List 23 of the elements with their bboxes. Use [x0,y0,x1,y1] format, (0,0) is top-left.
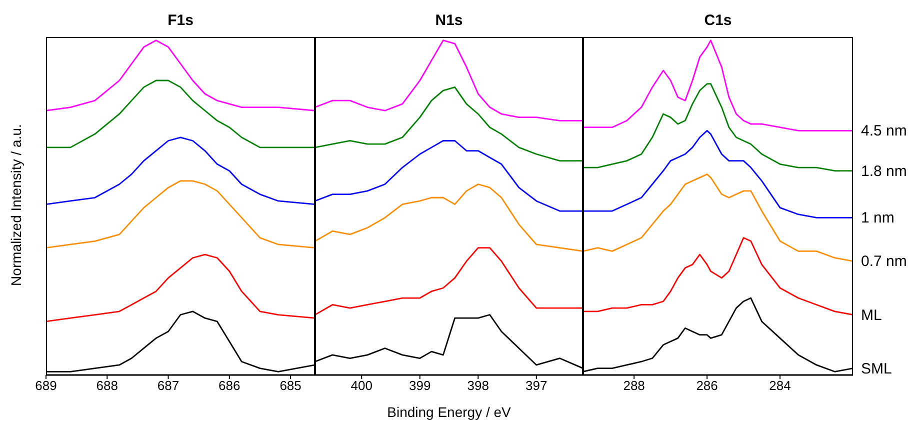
y-axis-title: Normalized Intensity / a.u. [8,123,24,288]
series-label: 1.8 nm [861,162,907,180]
x-tick-label: 688 [96,378,118,394]
x-tick-label: 286 [696,378,718,394]
x-tick-label: 398 [467,378,489,394]
x-axis-title: Binding Energy / eV [386,404,512,420]
chart-title: C1s [703,12,733,29]
series-label: ML [861,306,882,324]
x-tick-label: 685 [280,378,302,394]
series-label: 4.5 nm [861,122,907,140]
x-tick-label: 687 [157,378,180,394]
series-label: SML [861,360,892,378]
series-label: 1 nm [861,210,894,227]
x-tick-label: 397 [526,378,548,394]
x-tick-label: 288 [623,378,645,394]
series-label: 0.7 nm [861,253,907,270]
x-tick-label: 399 [409,378,431,394]
chart-title: N1s [434,12,464,29]
x-tick-label: 400 [350,378,372,394]
x-tick-label: 689 [35,378,57,394]
x-tick-label: 284 [769,378,791,394]
x-tick-label: 686 [218,378,240,394]
chart-title: F1s [166,12,194,29]
